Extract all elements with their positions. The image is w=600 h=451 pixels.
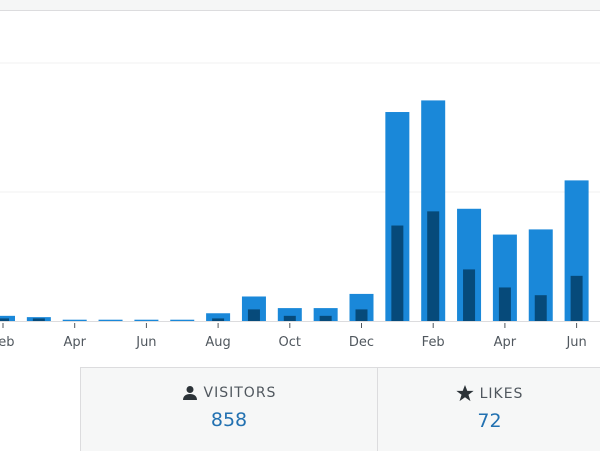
star-icon [455, 385, 474, 402]
bar-inner-sep-7 [247, 309, 260, 321]
bar-aug-6 [206, 313, 231, 321]
bar-jun-4 [134, 319, 159, 321]
likes-label: LIKES [479, 385, 524, 402]
bar-inner-mar-13 [463, 269, 476, 321]
bar-chart: Feb Apr Jun Aug Oct Dec Feb Apr Jun [0, 62, 600, 350]
top-toolbar [0, 0, 600, 11]
likes-panel[interactable]: LIKES 72 [378, 368, 600, 451]
tick-label: Feb [0, 335, 15, 350]
bar-inner-apr-14 [498, 287, 511, 321]
bar-inner-feb-0 [0, 318, 9, 321]
summary-panels: VISITORS 858 LIKES 72 [80, 367, 600, 451]
visitors-label: VISITORS [203, 385, 277, 401]
tick-label: Oct [279, 335, 301, 350]
bar-inner-dec-10 [355, 309, 368, 321]
tick-label: Feb [422, 335, 445, 350]
bar-may-3 [98, 319, 123, 321]
tick-label: Jun [565, 335, 586, 350]
bar-inner-feb-12 [427, 211, 440, 321]
tick-label: Apr [494, 335, 517, 350]
likes-value: 72 [477, 410, 502, 432]
bar-inner-aug-6 [212, 318, 225, 321]
tick-label: Dec [349, 335, 374, 350]
bar-feb-0 [0, 315, 15, 321]
bar-inner-nov-9 [319, 315, 332, 321]
visitors-panel[interactable]: VISITORS 858 [81, 368, 378, 451]
tick-label: Apr [63, 335, 86, 350]
bar-inner-jan-11 [391, 225, 404, 321]
bar-inner-oct-8 [283, 315, 296, 321]
person-icon [182, 386, 197, 400]
bar-inner-jun-16 [570, 275, 583, 321]
bar-inner-mar-1 [32, 318, 45, 321]
tick-label: Jun [135, 335, 156, 350]
visitors-value: 858 [210, 409, 248, 431]
bar-inner-may-15 [534, 295, 547, 321]
bar-jul-5 [170, 319, 195, 321]
bar-apr-2 [62, 319, 87, 321]
tick-label: Aug [205, 335, 230, 350]
